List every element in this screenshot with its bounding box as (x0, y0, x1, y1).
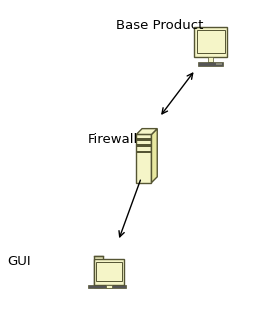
Bar (216, 63, 222, 65)
Text: Base Product: Base Product (116, 19, 203, 32)
Polygon shape (151, 129, 157, 183)
Bar (208, 57, 213, 62)
Polygon shape (136, 129, 157, 134)
Bar (88, 285, 126, 288)
Bar (136, 134, 151, 183)
Bar (137, 144, 151, 147)
Bar (197, 30, 225, 53)
Bar (94, 259, 124, 285)
Bar (137, 138, 151, 141)
Bar (137, 151, 151, 153)
Bar (198, 62, 223, 66)
Bar (194, 28, 227, 57)
Bar (96, 262, 122, 281)
Bar (94, 256, 103, 287)
Text: GUI: GUI (7, 255, 31, 268)
Bar (106, 285, 112, 288)
Text: Firewall: Firewall (88, 133, 138, 146)
